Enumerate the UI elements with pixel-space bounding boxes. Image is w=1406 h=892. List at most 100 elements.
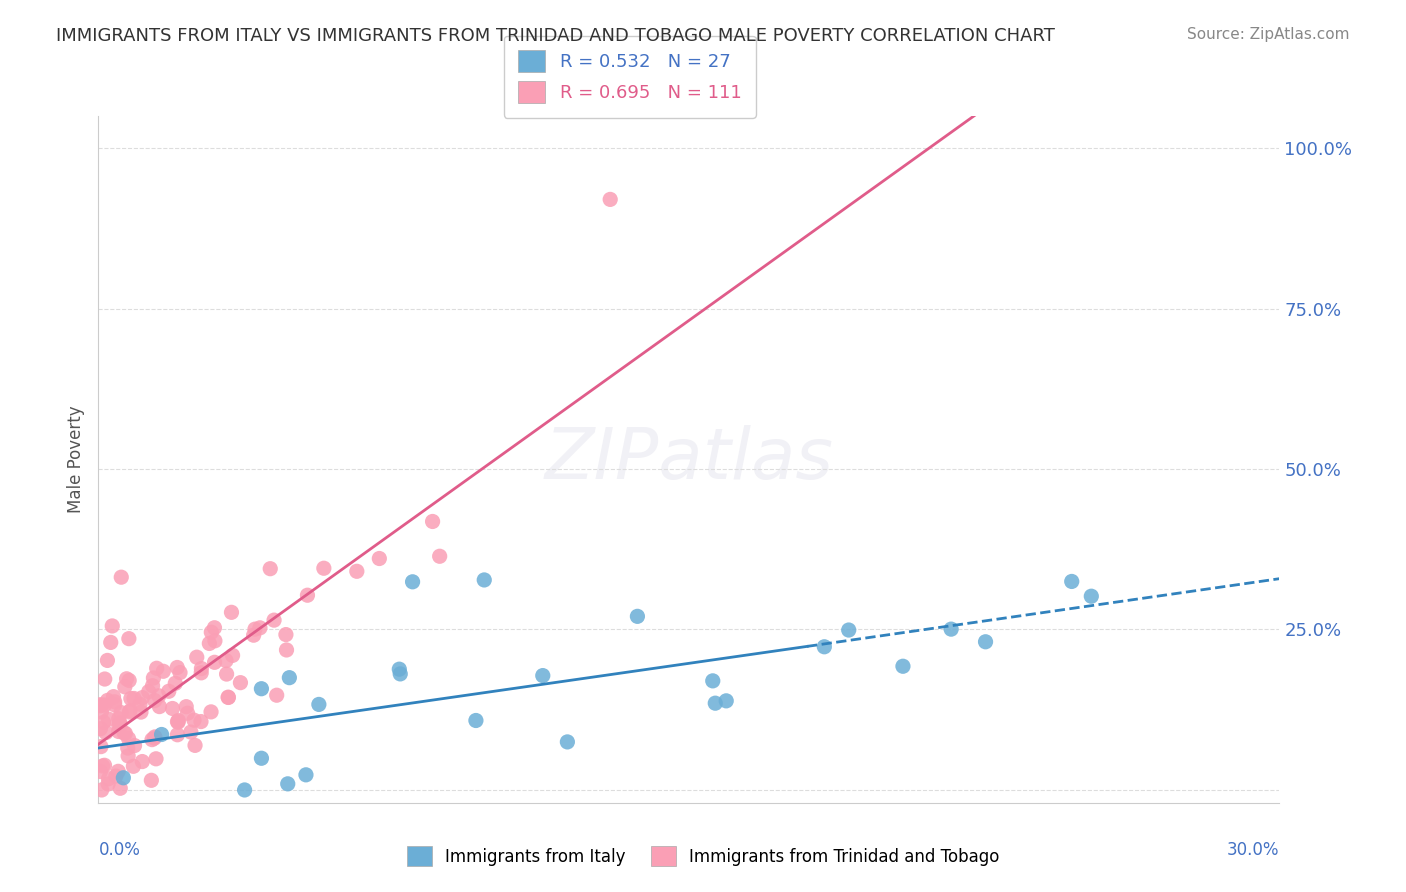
Point: [142, 671, 165, 685]
Point: [242, 628, 264, 642]
Point: [124, 739, 146, 753]
Point: [100, 635, 122, 649]
Point: [114, 680, 136, 694]
Point: [141, 773, 163, 788]
Point: [93, 698, 115, 712]
Point: [346, 564, 368, 578]
Point: [626, 609, 648, 624]
Point: [107, 724, 129, 739]
Point: [115, 672, 138, 686]
Point: [599, 193, 621, 207]
Point: [557, 735, 579, 749]
Point: [190, 714, 212, 729]
Point: [90, 739, 112, 754]
Point: [110, 781, 132, 796]
Point: [259, 562, 281, 576]
Point: [180, 725, 202, 739]
Point: [131, 755, 153, 769]
Point: [103, 690, 125, 704]
Point: [250, 751, 273, 765]
Point: [276, 643, 298, 657]
Point: [200, 625, 222, 640]
Point: [838, 623, 860, 637]
Point: [277, 777, 299, 791]
Legend: Immigrants from Italy, Immigrants from Trinidad and Tobago: Immigrants from Italy, Immigrants from T…: [398, 838, 1008, 875]
Point: [278, 671, 301, 685]
Point: [162, 701, 184, 715]
Point: [217, 690, 239, 705]
Text: 0.0%: 0.0%: [98, 840, 141, 859]
Point: [472, 573, 495, 587]
Point: [167, 714, 190, 728]
Point: [122, 691, 145, 706]
Point: [104, 698, 127, 712]
Point: [1080, 589, 1102, 603]
Point: [169, 665, 191, 680]
Point: [295, 768, 318, 782]
Point: [221, 605, 243, 619]
Point: [97, 693, 120, 707]
Point: [274, 627, 297, 641]
Point: [97, 777, 120, 791]
Point: [266, 688, 288, 702]
Point: [89, 764, 111, 779]
Point: [112, 771, 135, 785]
Point: [233, 783, 256, 797]
Point: [97, 772, 120, 786]
Point: [104, 695, 127, 709]
Point: [429, 549, 451, 564]
Point: [308, 698, 330, 712]
Point: [166, 714, 188, 729]
Point: [117, 731, 139, 746]
Point: [704, 696, 727, 710]
Point: [184, 739, 207, 753]
Point: [107, 764, 129, 779]
Point: [120, 704, 142, 718]
Point: [183, 713, 205, 727]
Point: [145, 752, 167, 766]
Point: [118, 632, 141, 646]
Text: IMMIGRANTS FROM ITALY VS IMMIGRANTS FROM TRINIDAD AND TOBAGO MALE POVERTY CORREL: IMMIGRANTS FROM ITALY VS IMMIGRANTS FROM…: [56, 27, 1054, 45]
Point: [217, 690, 239, 705]
Point: [107, 712, 129, 726]
Point: [198, 636, 221, 650]
Point: [464, 714, 486, 728]
Point: [90, 705, 112, 719]
Point: [93, 758, 115, 772]
Text: ZIPatlas: ZIPatlas: [544, 425, 834, 494]
Point: [891, 659, 914, 673]
Point: [108, 717, 131, 731]
Point: [89, 698, 111, 713]
Point: [129, 705, 152, 719]
Point: [108, 719, 131, 733]
Point: [204, 656, 226, 670]
Point: [165, 676, 187, 690]
Point: [141, 732, 163, 747]
Point: [112, 726, 135, 740]
Point: [90, 783, 112, 797]
Point: [150, 727, 173, 741]
Point: [142, 679, 165, 693]
Point: [129, 697, 152, 711]
Point: [401, 574, 423, 589]
Point: [152, 665, 174, 679]
Text: Source: ZipAtlas.com: Source: ZipAtlas.com: [1187, 27, 1350, 42]
Point: [148, 699, 170, 714]
Point: [297, 588, 319, 602]
Point: [176, 706, 198, 721]
Point: [186, 650, 208, 665]
Point: [143, 730, 166, 744]
Point: [388, 662, 411, 676]
Point: [114, 726, 136, 740]
Point: [243, 622, 266, 636]
Point: [974, 634, 997, 648]
Point: [215, 654, 238, 668]
Point: [148, 689, 170, 703]
Point: [110, 570, 132, 584]
Point: [249, 621, 271, 635]
Point: [190, 662, 212, 676]
Point: [138, 684, 160, 698]
Point: [312, 561, 335, 575]
Point: [91, 759, 114, 773]
Point: [93, 715, 115, 730]
